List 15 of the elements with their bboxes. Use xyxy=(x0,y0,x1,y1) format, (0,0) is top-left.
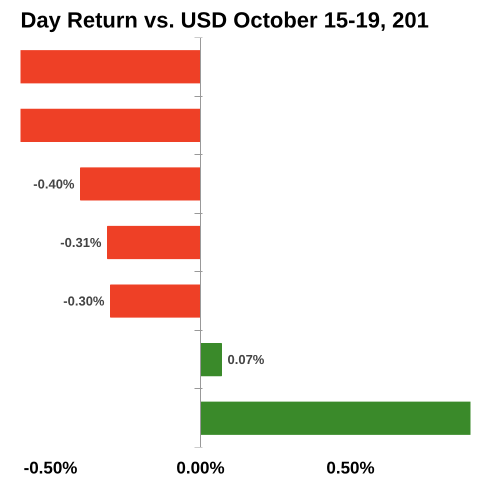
bar xyxy=(20,108,201,142)
data-label: -0.40% xyxy=(33,176,75,192)
data-label: -0.30% xyxy=(63,294,105,309)
x-tick-label: 0.00% xyxy=(176,458,225,478)
bar xyxy=(200,402,470,435)
bar xyxy=(110,284,201,318)
bar xyxy=(200,343,222,376)
bar xyxy=(20,50,201,84)
chart-title: Day Return vs. USD October 15-19, 201 xyxy=(20,8,429,32)
bar xyxy=(80,167,201,201)
x-tick-label: -0.50% xyxy=(24,458,78,478)
bar xyxy=(107,226,201,260)
data-label: -0.31% xyxy=(60,235,102,250)
data-label: 0.07% xyxy=(228,352,265,368)
x-tick-label: 0.50% xyxy=(326,458,375,478)
